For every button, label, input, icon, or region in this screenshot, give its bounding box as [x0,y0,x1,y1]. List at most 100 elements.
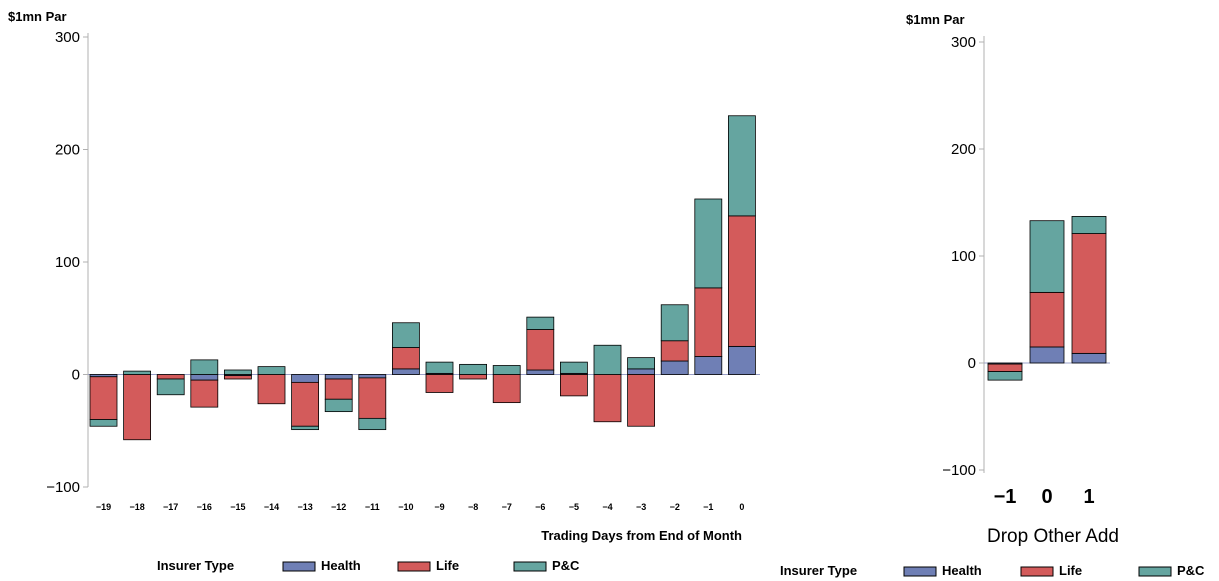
left-bar-health-6 [291,374,320,383]
right-legend-label-health: Health [942,563,982,578]
right-x-tick-label: 0 [1041,486,1052,508]
left-x-tick-label: −2 [670,502,680,512]
left-x-tick-label: −12 [331,502,346,512]
left-bar-pc-15 [593,344,622,375]
right-y-unit-label: $1mn Par [906,12,965,27]
left-bar-life-3 [190,379,219,408]
right-legend-swatch-pc [1138,566,1172,577]
left-bar-pc-0 [89,419,118,427]
right-bar-life-1 [1029,291,1065,348]
left-x-ticks: −19 −18 −17 −16 −15 −14 −13 −12 −11 −10 −9 −8 −7 −6 −5… [96,502,745,512]
left-bar-life-19 [728,215,756,347]
right-bar-life-0 [987,363,1023,372]
right-bar-pc-1 [1029,220,1065,293]
right-bar-life-2 [1071,233,1107,354]
left-legend-swatch-life [397,561,431,572]
left-bar-pc-1 [123,370,151,375]
left-bar-life-5 [257,374,286,405]
left-x-tick-label: −13 [297,502,312,512]
left-bar-pc-2 [156,378,185,396]
left-bar-life-16 [627,374,655,427]
left-x-tick-label: 0 [739,502,744,512]
left-bar-life-14 [560,374,588,397]
right-x-tick-label: 1 [1083,486,1094,508]
right-y-tick-label: 100 [951,248,976,265]
left-x-tick-label: −18 [129,502,144,512]
left-bar-pc-18 [694,198,723,289]
right-legend-label-life: Life [1059,563,1082,578]
right-legend: Insurer Type Health Life P&C [780,563,1205,578]
left-x-axis-title: Trading Days from End of Month [541,528,742,543]
left-y-tick-label: 200 [55,142,80,159]
right-bar-pc-0 [987,371,1023,381]
right-legend-label-pc: P&C [1177,563,1205,578]
left-legend-swatch-pc [513,561,547,572]
left-bar-pc-4 [223,369,252,375]
left-y-tick-label: 300 [55,29,80,46]
left-legend-swatch-health [282,561,316,572]
right-bars [987,216,1107,381]
left-legend-label-life: Life [436,558,459,573]
left-y-tick-label: 100 [55,254,80,271]
left-bar-life-13 [526,329,555,371]
left-bar-health-16 [627,368,655,375]
left-bar-life-10 [425,374,454,393]
left-y-ticks: −100 0 100 200 300 [46,29,88,496]
left-x-tick-label: −4 [602,502,612,512]
right-x-axis-title: Drop Other Add [987,526,1119,547]
left-bar-health-18 [694,356,723,375]
left-bar-pc-7 [324,398,353,413]
left-x-tick-label: −15 [230,502,245,512]
left-bar-life-9 [391,347,420,370]
right-y-tick-label: 300 [951,34,976,51]
left-bar-health-7 [324,374,353,380]
left-bar-life-0 [89,376,118,420]
left-bar-life-8 [358,377,387,419]
left-bar-life-18 [694,287,723,357]
right-chart: $1mn Par −100 0 100 200 300 −1 0 1 Drop Other … [906,12,1119,547]
left-bar-life-6 [291,381,320,427]
left-bar-health-19 [728,345,756,375]
left-bar-health-3 [190,374,219,381]
left-bar-pc-12 [492,365,521,375]
right-bar-pc-2 [1071,216,1107,234]
left-bar-health-8 [358,374,387,379]
left-x-tick-label: −6 [535,502,545,512]
left-x-tick-label: −19 [96,502,111,512]
left-bar-pc-9 [391,322,420,348]
left-y-unit-label: $1mn Par [8,9,67,24]
left-x-tick-label: −11 [365,502,380,512]
right-bar-health-2 [1071,352,1107,364]
left-x-tick-label: −14 [264,502,279,512]
left-bar-pc-10 [425,361,454,374]
left-bar-pc-16 [627,357,655,370]
right-y-tick-label: 0 [968,355,976,372]
left-legend-label-pc: P&C [552,558,580,573]
left-legend-label-health: Health [321,558,361,573]
left-bar-life-11 [459,374,488,380]
left-legend-title: Insurer Type [157,558,234,573]
left-x-tick-label: −10 [398,502,413,512]
left-bars [89,115,756,441]
left-legend: Insurer Type Health Life P&C [157,558,580,573]
left-bar-health-9 [391,368,420,375]
left-bar-pc-8 [358,417,387,431]
left-bar-pc-13 [526,316,555,330]
left-bar-pc-6 [291,425,320,431]
left-bar-life-12 [492,374,521,404]
right-legend-swatch-life [1020,566,1054,577]
right-legend-title: Insurer Type [780,563,857,578]
left-x-tick-label: −5 [569,502,579,512]
left-x-tick-label: −3 [636,502,646,512]
left-bar-pc-3 [190,359,219,375]
left-bar-life-1 [123,374,151,441]
left-bar-pc-19 [728,115,756,217]
left-bar-health-17 [660,360,689,375]
left-bar-pc-11 [459,363,488,375]
left-bar-pc-17 [660,304,689,342]
left-bar-life-7 [324,378,353,400]
right-y-ticks: −100 0 100 200 300 [942,34,984,479]
left-bar-life-4 [223,375,252,380]
left-x-tick-label: −9 [434,502,444,512]
